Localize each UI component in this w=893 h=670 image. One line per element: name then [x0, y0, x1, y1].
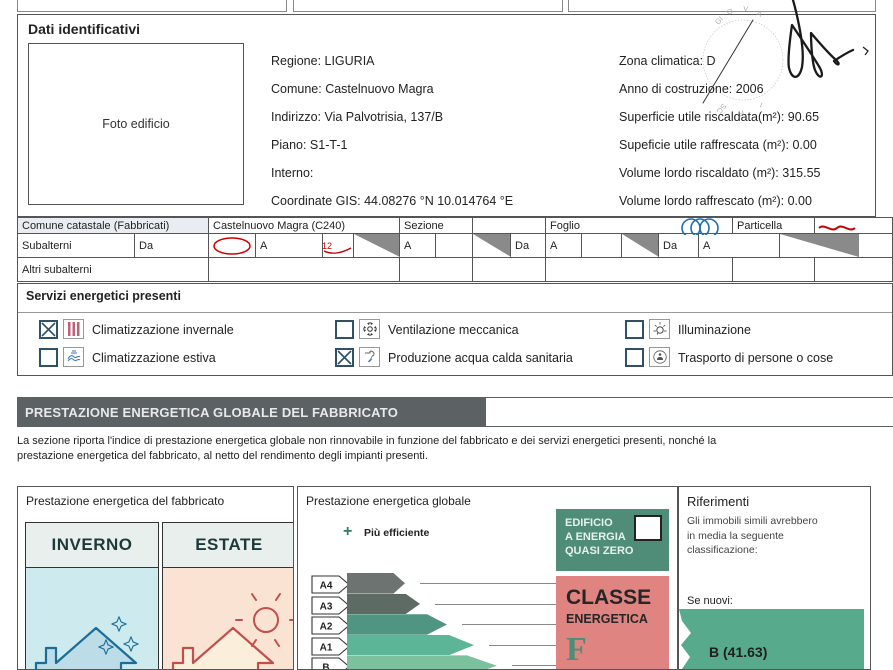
svg-text:B (41.63): B (41.63) — [709, 644, 767, 660]
svg-text:12: 12 — [322, 241, 332, 251]
svg-text:I: I — [759, 100, 764, 109]
svg-text:V: V — [743, 4, 749, 13]
svg-text:SC: SC — [714, 102, 728, 116]
svg-text:B: B — [322, 663, 329, 670]
svg-text:GI: GI — [713, 14, 725, 26]
svg-text:A3: A3 — [320, 601, 333, 612]
svg-text:O: O — [726, 6, 735, 17]
svg-text:A2: A2 — [320, 622, 333, 633]
svg-text:A4: A4 — [320, 581, 333, 592]
svg-text:A1: A1 — [320, 642, 333, 653]
svg-text:A: A — [755, 9, 763, 19]
